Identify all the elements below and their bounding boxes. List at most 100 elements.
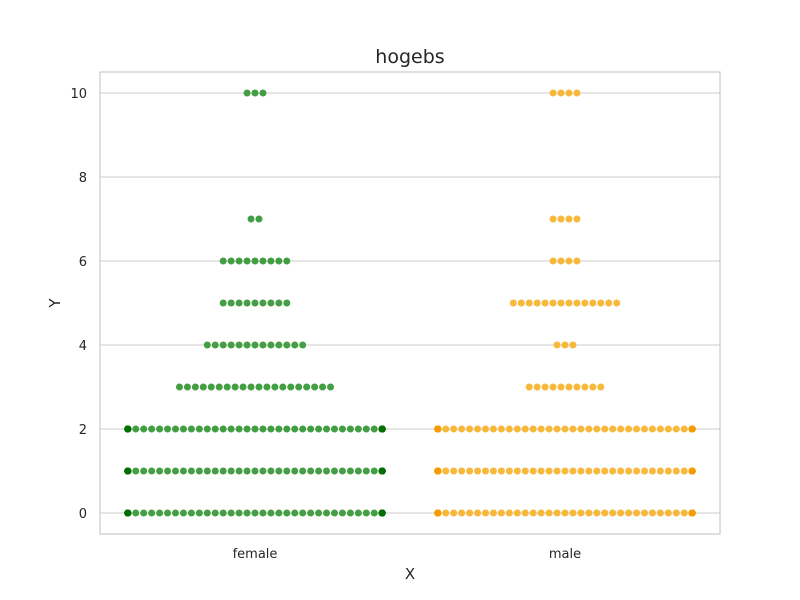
swarm-point-female — [331, 425, 338, 433]
swarm-point-male — [450, 425, 458, 433]
swarm-point-female — [323, 509, 331, 517]
swarm-point-male — [605, 299, 613, 307]
swarm-point-female — [259, 299, 267, 307]
swarm-point-male — [664, 425, 672, 433]
grid-lines — [100, 92, 720, 514]
swarm-point-male — [549, 215, 557, 223]
swarm-point-male — [458, 509, 466, 517]
swarm-point-male — [573, 299, 581, 307]
swarm-point-female — [259, 425, 267, 433]
swarm-point-female — [283, 467, 291, 475]
swarm-point-male — [597, 299, 605, 307]
swarm-point-female — [378, 509, 386, 517]
swarm-point-male — [565, 215, 573, 223]
swarm-point-female — [267, 509, 275, 517]
swarm-point-female — [275, 341, 283, 349]
swarm-point-male — [688, 425, 696, 433]
swarm-point-male — [458, 425, 466, 433]
swarm-point-male — [656, 467, 664, 475]
swarm-point-female — [267, 257, 275, 265]
swarm-point-female — [227, 509, 235, 517]
swarm-point-female — [215, 383, 223, 391]
swarm-point-female — [307, 509, 315, 517]
x-tick-label: female — [233, 547, 278, 562]
swarm-point-female — [331, 467, 338, 475]
swarm-point-female — [275, 425, 283, 433]
swarm-point-male — [474, 425, 482, 433]
swarm-point-female — [251, 425, 259, 433]
swarm-point-male — [505, 425, 513, 433]
swarm-point-male — [557, 257, 565, 265]
swarm-point-male — [589, 383, 597, 391]
swarm-point-male — [537, 425, 545, 433]
swarm-point-female — [156, 467, 164, 475]
swarm-point-male — [442, 467, 450, 475]
swarm-point-male — [593, 425, 601, 433]
swarm-point-male — [549, 383, 557, 391]
swarm-point-male — [680, 467, 688, 475]
swarm-point-male — [609, 425, 617, 433]
swarm-point-male — [577, 509, 585, 517]
swarm-point-male — [656, 425, 664, 433]
y-tick-label: 4 — [79, 339, 87, 354]
swarm-point-male — [553, 425, 561, 433]
swarm-point-male — [553, 467, 561, 475]
swarm-point-female — [271, 383, 279, 391]
swarm-point-female — [235, 509, 243, 517]
swarm-point-male — [609, 509, 617, 517]
swarm-point-female — [219, 425, 227, 433]
x-tick-label: male — [549, 547, 581, 562]
y-tick-label: 6 — [79, 255, 87, 270]
swarm-point-female — [211, 341, 219, 349]
swarm-point-female — [370, 467, 378, 475]
swarm-point-female — [235, 467, 243, 475]
x-axis-label: X — [405, 565, 415, 583]
swarm-point-female — [259, 257, 267, 265]
swarm-point-male — [489, 467, 497, 475]
swarm-point-female — [247, 383, 255, 391]
swarm-point-female — [227, 257, 235, 265]
swarm-point-female — [346, 425, 354, 433]
y-tick-label: 8 — [79, 171, 87, 186]
swarm-point-female — [275, 299, 283, 307]
swarm-point-female — [354, 425, 362, 433]
swarm-point-male — [589, 299, 597, 307]
y-axis-label: Y — [46, 298, 64, 309]
swarm-point-female — [179, 467, 187, 475]
swarm-point-female — [315, 425, 323, 433]
swarm-point-male — [585, 509, 593, 517]
swarm-point-male — [601, 425, 609, 433]
y-tick-label: 2 — [79, 423, 87, 438]
swarm-point-male — [545, 467, 553, 475]
swarm-point-female — [132, 509, 140, 517]
swarm-point-female — [251, 341, 259, 349]
swarm-point-female — [378, 467, 386, 475]
swarm-point-male — [466, 509, 474, 517]
swarm-point-male — [434, 509, 442, 517]
swarm-point-female — [140, 509, 148, 517]
swarm-point-female — [148, 509, 156, 517]
swarm-point-male — [613, 299, 621, 307]
swarm-point-male — [513, 509, 521, 517]
swarm-point-female — [307, 467, 315, 475]
swarm-point-female — [211, 467, 219, 475]
swarm-point-female — [338, 467, 346, 475]
swarm-point-female — [195, 467, 203, 475]
swarm-point-female — [219, 257, 227, 265]
swarm-point-female — [187, 509, 195, 517]
swarm-point-female — [378, 425, 386, 433]
swarm-point-female — [267, 341, 275, 349]
swarm-point-male — [497, 467, 505, 475]
swarm-point-male — [521, 425, 529, 433]
swarm-point-female — [187, 425, 195, 433]
swarm-point-female — [227, 299, 235, 307]
swarm-point-male — [680, 509, 688, 517]
swarm-point-male — [466, 467, 474, 475]
swarm-point-male — [617, 425, 625, 433]
swarm-point-female — [132, 467, 140, 475]
swarm-point-male — [517, 299, 525, 307]
swarm-point-female — [291, 425, 299, 433]
swarm-point-male — [680, 425, 688, 433]
swarm-point-male — [569, 509, 577, 517]
